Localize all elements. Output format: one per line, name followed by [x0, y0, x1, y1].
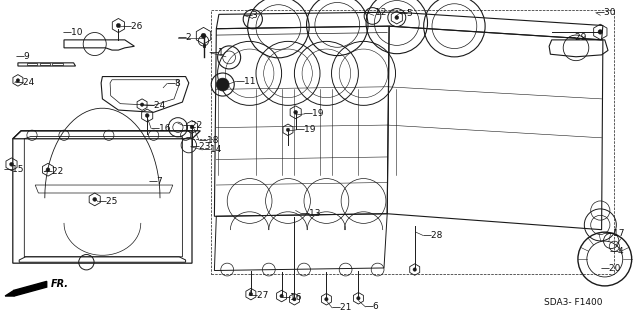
Text: —12: —12	[366, 8, 387, 17]
Text: —2: —2	[177, 33, 192, 42]
Text: —26: —26	[123, 22, 143, 31]
Text: —18: —18	[198, 136, 219, 145]
Text: —22: —22	[44, 167, 64, 176]
Text: —20: —20	[600, 264, 621, 273]
Text: —13: —13	[301, 209, 321, 218]
Text: —5: —5	[399, 9, 413, 18]
Text: —27: —27	[248, 291, 269, 300]
Text: —7: —7	[148, 177, 163, 186]
Text: —3: —3	[243, 11, 258, 20]
Ellipse shape	[356, 297, 360, 300]
Text: —14: —14	[202, 145, 222, 154]
Text: —19: —19	[304, 109, 324, 118]
Text: —4: —4	[610, 247, 625, 256]
Text: —19: —19	[296, 125, 316, 134]
Ellipse shape	[116, 23, 120, 28]
Text: —11: —11	[236, 77, 256, 86]
Text: SDA3- F1400: SDA3- F1400	[543, 298, 602, 307]
Text: —15: —15	[3, 165, 24, 174]
Ellipse shape	[395, 16, 399, 19]
Text: —9: —9	[16, 52, 31, 61]
Ellipse shape	[93, 197, 97, 201]
Text: —6: —6	[365, 302, 380, 311]
Text: —28: —28	[422, 231, 443, 240]
Text: —25: —25	[97, 197, 118, 206]
Ellipse shape	[10, 162, 13, 166]
Text: —16: —16	[150, 124, 171, 133]
Bar	[52, 63, 63, 65]
Text: —24: —24	[14, 78, 35, 87]
Text: —23: —23	[191, 142, 211, 151]
Polygon shape	[14, 281, 47, 296]
Ellipse shape	[216, 78, 229, 91]
Bar	[40, 63, 50, 65]
Text: —1: —1	[209, 48, 224, 57]
Ellipse shape	[286, 128, 290, 131]
Text: —30: —30	[595, 8, 616, 17]
Ellipse shape	[280, 294, 284, 298]
Text: —21: —21	[332, 303, 352, 312]
Text: —10: —10	[63, 28, 83, 37]
Ellipse shape	[324, 298, 328, 301]
Ellipse shape	[201, 33, 206, 38]
Ellipse shape	[190, 125, 194, 129]
Text: —24: —24	[146, 101, 166, 110]
Bar	[27, 63, 37, 65]
Ellipse shape	[294, 110, 298, 114]
Text: —22: —22	[182, 121, 203, 130]
Ellipse shape	[140, 103, 144, 106]
Ellipse shape	[292, 298, 296, 301]
Text: —8: —8	[166, 79, 181, 88]
Ellipse shape	[249, 293, 253, 296]
Ellipse shape	[46, 168, 50, 172]
Ellipse shape	[598, 30, 603, 34]
Polygon shape	[5, 290, 14, 296]
Ellipse shape	[145, 114, 149, 117]
Ellipse shape	[16, 79, 20, 82]
Bar	[211, 10, 614, 274]
Text: FR.: FR.	[51, 279, 69, 289]
Ellipse shape	[413, 268, 417, 271]
Text: —29: —29	[566, 33, 587, 42]
Text: —16: —16	[282, 293, 302, 302]
Text: —17: —17	[605, 229, 625, 238]
